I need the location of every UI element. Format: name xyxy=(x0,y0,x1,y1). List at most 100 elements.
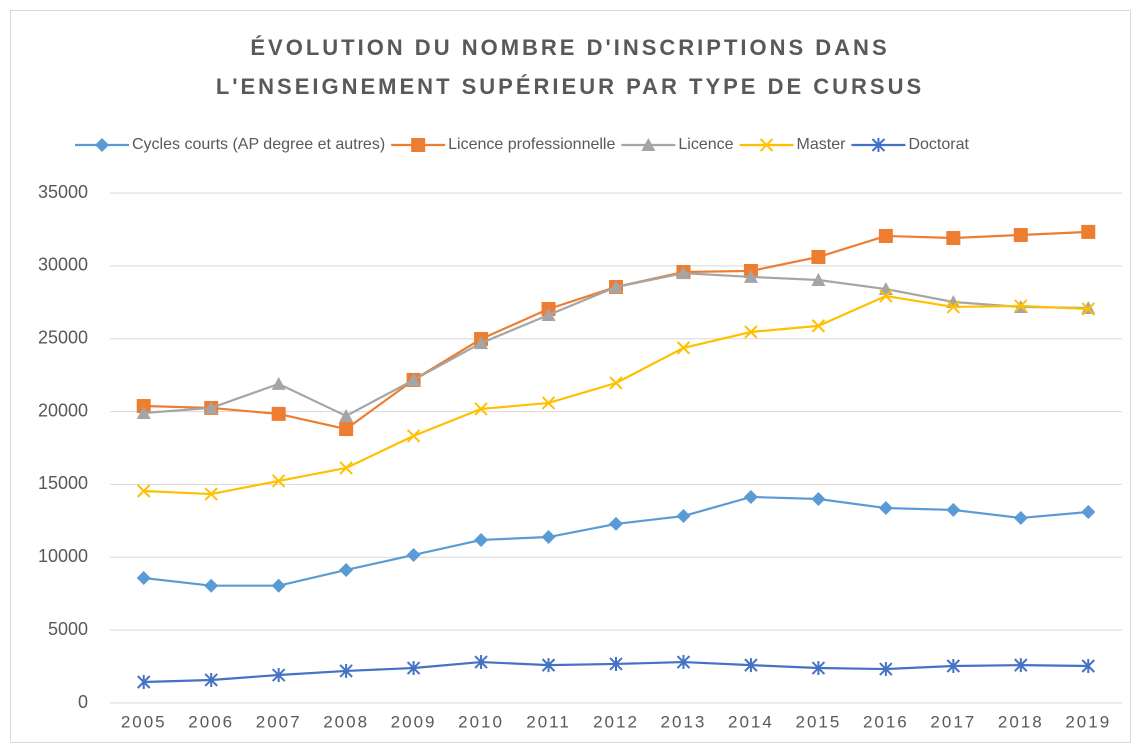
point-marker xyxy=(878,501,893,516)
x-tick-label: 2014 xyxy=(728,712,774,731)
y-tick-label: 10000 xyxy=(38,546,88,566)
point-marker xyxy=(406,429,421,443)
point-marker xyxy=(474,402,488,416)
point-marker xyxy=(136,570,151,585)
x-tick-label: 2018 xyxy=(998,712,1044,731)
chart-title: L'ENSEIGNEMENT SUPÉRIEUR PAR TYPE DE CUR… xyxy=(216,74,924,99)
point-marker xyxy=(271,406,286,421)
point-marker xyxy=(474,655,488,670)
y-tick-label: 25000 xyxy=(38,327,88,347)
point-marker xyxy=(271,668,286,683)
point-marker xyxy=(137,675,151,690)
point-marker xyxy=(137,484,151,498)
x-tick-label: 2015 xyxy=(795,712,841,731)
point-marker xyxy=(879,289,893,303)
point-marker xyxy=(676,509,691,524)
point-marker xyxy=(676,266,691,280)
point-marker xyxy=(339,408,354,422)
point-marker xyxy=(743,269,758,283)
point-marker xyxy=(609,279,623,293)
x-tick-label: 2009 xyxy=(391,712,437,731)
point-marker xyxy=(946,658,961,673)
y-tick-label: 20000 xyxy=(38,400,88,420)
point-marker xyxy=(339,663,353,678)
point-marker xyxy=(946,502,961,517)
point-marker xyxy=(946,300,961,314)
point-marker xyxy=(1013,510,1028,525)
point-marker xyxy=(474,336,489,350)
point-marker xyxy=(541,396,556,410)
point-marker xyxy=(1081,224,1096,239)
point-marker xyxy=(1014,658,1028,673)
legend-label: Doctorat xyxy=(908,136,969,153)
x-tick-label: 2010 xyxy=(458,712,504,731)
point-marker xyxy=(406,547,421,562)
point-marker xyxy=(339,422,354,437)
point-marker xyxy=(339,461,353,475)
x-tick-label: 2007 xyxy=(256,712,302,731)
point-marker xyxy=(1081,504,1096,519)
point-marker xyxy=(136,406,151,420)
point-marker xyxy=(609,656,623,671)
point-marker xyxy=(811,249,826,264)
x-tick-label: 2006 xyxy=(188,712,234,731)
point-marker xyxy=(406,372,421,386)
point-marker xyxy=(541,307,556,321)
legend-marker xyxy=(759,138,774,152)
point-marker xyxy=(811,319,826,333)
point-marker xyxy=(474,532,489,547)
x-tick-label: 2008 xyxy=(323,712,369,731)
point-marker xyxy=(811,492,826,506)
x-tick-label: 2012 xyxy=(593,712,639,731)
point-marker xyxy=(1081,302,1095,316)
y-tick-label: 15000 xyxy=(38,473,88,493)
point-marker xyxy=(676,655,691,670)
point-marker xyxy=(271,376,286,390)
point-marker xyxy=(946,231,961,246)
point-marker xyxy=(204,672,218,687)
point-marker xyxy=(744,658,758,673)
legend-marker xyxy=(95,138,109,152)
point-marker xyxy=(811,272,826,286)
point-marker xyxy=(204,487,218,501)
point-marker xyxy=(879,662,893,677)
y-tick-label: 35000 xyxy=(38,182,88,202)
y-tick-label: 30000 xyxy=(38,255,88,275)
point-marker xyxy=(1081,658,1095,673)
x-tick-label: 2013 xyxy=(661,712,707,731)
y-tick-label: 0 xyxy=(78,692,88,712)
point-marker xyxy=(811,661,826,676)
point-marker xyxy=(1013,227,1028,242)
chart-frame xyxy=(10,10,1131,743)
point-marker xyxy=(271,578,286,593)
point-marker xyxy=(1081,300,1096,314)
legend-label: Licence xyxy=(678,136,733,153)
point-marker xyxy=(609,516,623,531)
x-tick-label: 2011 xyxy=(526,712,571,731)
point-marker xyxy=(406,661,421,676)
point-marker xyxy=(609,376,623,390)
point-marker xyxy=(744,325,758,339)
x-tick-label: 2017 xyxy=(930,712,976,731)
point-marker xyxy=(271,474,286,488)
legend-marker xyxy=(641,138,656,151)
x-tick-label: 2005 xyxy=(121,712,167,731)
legend-label: Master xyxy=(797,136,847,153)
chart-title: ÉVOLUTION DU NOMBRE D'INSCRIPTIONS DANS xyxy=(250,35,889,60)
point-marker xyxy=(743,489,758,504)
legend-label: Cycles courts (AP degree et autres) xyxy=(132,136,385,153)
legend-marker xyxy=(871,138,886,152)
point-marker xyxy=(541,658,556,673)
point-marker xyxy=(878,228,893,243)
point-marker xyxy=(676,341,691,355)
x-tick-label: 2016 xyxy=(863,712,909,731)
x-tick-label: 2019 xyxy=(1065,712,1111,731)
point-marker xyxy=(204,578,219,593)
point-marker xyxy=(339,562,354,577)
legend-marker xyxy=(411,138,426,152)
point-marker xyxy=(541,530,556,545)
point-marker xyxy=(204,400,219,414)
point-marker xyxy=(1014,299,1028,313)
